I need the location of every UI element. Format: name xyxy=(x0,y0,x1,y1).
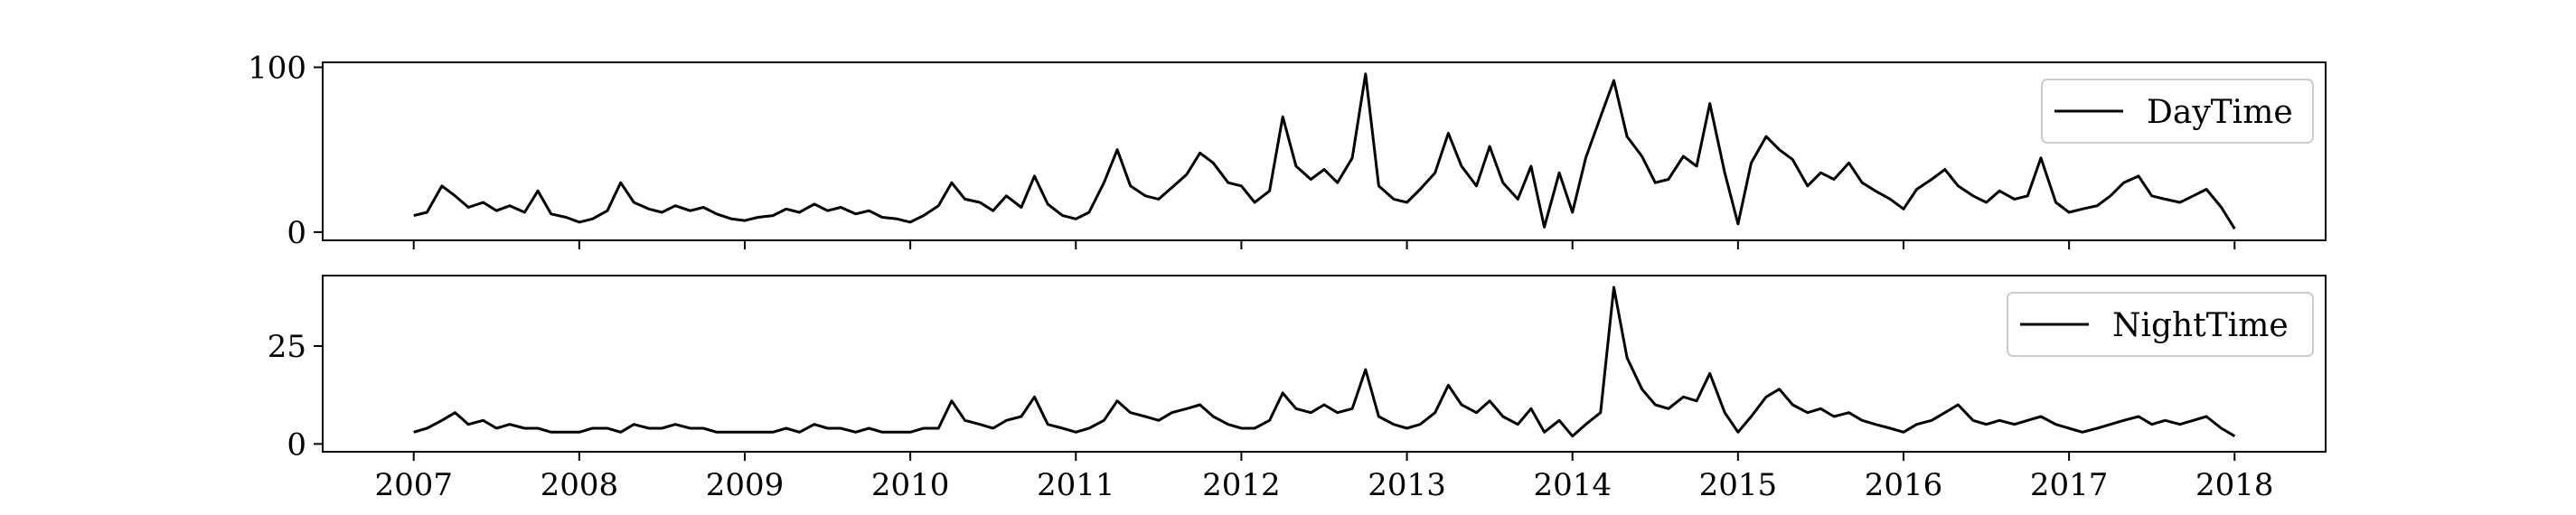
y-tick-label: 0 xyxy=(287,426,306,463)
legend-box xyxy=(2007,292,2314,357)
x-tick-label: 2016 xyxy=(1865,467,1943,503)
legend-label: DayTime xyxy=(2147,94,2293,131)
legend-label: NightTime xyxy=(2112,307,2289,344)
x-tick-label: 2010 xyxy=(871,467,950,503)
x-tick-label: 2009 xyxy=(706,467,785,503)
x-tick-label: 2015 xyxy=(1699,467,1778,503)
x-tick-label: 2012 xyxy=(1202,467,1281,503)
x-tick-label: 2017 xyxy=(2030,467,2109,503)
y-tick-label: 25 xyxy=(268,329,306,365)
x-tick-label: 2007 xyxy=(374,467,453,503)
x-tick-label: 2011 xyxy=(1037,467,1115,503)
axes-frame xyxy=(322,275,2327,453)
x-tick-label: 2013 xyxy=(1368,467,1446,503)
y-tick-label: 0 xyxy=(287,215,306,251)
axes-frame xyxy=(322,61,2327,241)
y-tick-label: 100 xyxy=(248,50,306,86)
daytime-panel: 0 100 DayTime xyxy=(248,50,2327,251)
x-tick-label: 2008 xyxy=(541,467,619,503)
nighttime-panel: 0 25 2007 2008 2009 2010 2011 2012 2013 2014 2015 2… xyxy=(268,275,2327,503)
series-line-nighttime xyxy=(413,286,2236,438)
x-tick-label: 2018 xyxy=(2195,467,2274,503)
series-line-daytime xyxy=(413,72,2236,229)
legend-box xyxy=(2041,79,2314,144)
x-tick-label: 2014 xyxy=(1533,467,1612,503)
